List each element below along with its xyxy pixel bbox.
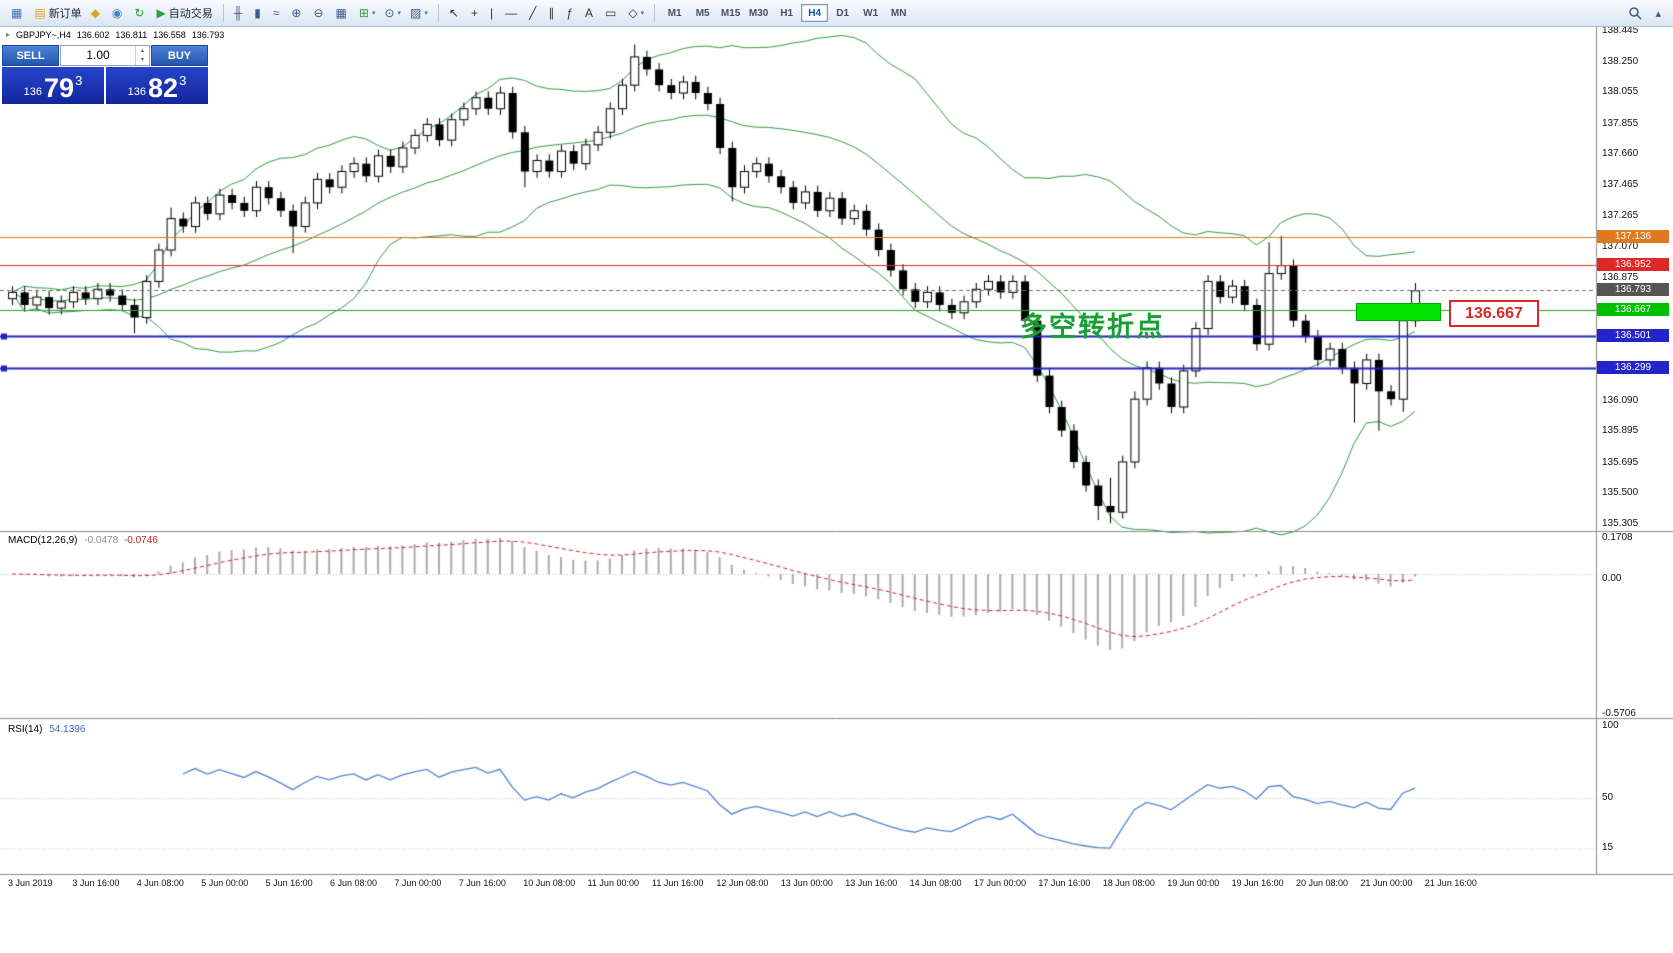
volume-arrows: ▴ ▾ [135,46,149,65]
volume-up-icon[interactable]: ▴ [140,47,144,54]
one-click-toggle-icon[interactable]: ▸ [6,30,11,39]
market-watch-icon[interactable]: ◆ [87,3,107,23]
symbol-name: GBPJPY~,H4 [16,30,71,40]
tf-m15[interactable]: M15 [717,4,744,22]
tf-m5[interactable]: M5 [689,4,716,22]
arrow-tools-icon[interactable]: ◇ ▾ [624,3,648,23]
ohlc-low: 136.558 [153,30,186,40]
templates-icon[interactable]: ▨ ▾ [406,3,432,23]
text-label-icon[interactable]: ▭ [601,3,623,23]
toolbar-right: ▴ [1624,2,1669,24]
buy-button[interactable]: BUY [151,45,208,66]
rsi-label: RSI(14) 54.1396 [8,724,85,735]
toolbar-group-tools: ↖ + | — ╱ [442,3,651,23]
accounts-icon[interactable]: ◉ [108,3,129,23]
indicators-icon[interactable]: ⊞ ▾ [355,3,380,23]
tf-mn[interactable]: MN [885,4,912,22]
new-order-button[interactable]: ▤ 新订单 [30,3,85,23]
zoom-in-icon[interactable]: ⊕ [287,3,308,23]
chart-canvas[interactable] [0,26,1673,953]
tile-windows-icon[interactable]: ▦ [332,3,354,23]
price-callout: 136.667 [1449,300,1539,327]
symbol-info: ▸ GBPJPY~,H4 136.602 136.811 136.558 136… [6,30,224,40]
cursor-icon[interactable]: ↖ [445,3,466,23]
tf-m1[interactable]: M1 [661,4,688,22]
ask-point: 3 [179,73,187,88]
ohlc-high: 136.811 [115,30,148,40]
fibonacci-icon[interactable]: ƒ [562,3,580,23]
bid-price[interactable]: 136 79 3 [2,67,104,104]
bid-point: 3 [75,73,83,88]
vertical-line-icon[interactable]: | [486,3,500,23]
ask-big-figure: 136 [127,86,147,98]
ask-pips: 82 [148,73,179,103]
macd-name: MACD(12,26,9) [8,535,78,546]
candlestick-chart-icon[interactable]: ▮ [250,3,268,23]
ohlc-close: 136.793 [191,30,225,40]
autotrading-button[interactable]: ▶ 自动交易 [152,3,216,23]
periods-icon[interactable]: ⊙ ▾ [380,3,405,23]
volume-down-icon[interactable]: ▾ [140,56,144,63]
macd-label: MACD(12,26,9) -0.0478 -0.0746 [8,535,158,546]
toolbar-group-file: ▦ ▤ 新订单 ◆ ◉ ↻ [4,3,220,23]
timeframe-group: M1 M5 M15 M30 H1 H4 D1 W1 MN [658,4,915,22]
terminal-icon[interactable]: ▦ [7,3,29,23]
sell-button[interactable]: SELL [2,45,59,66]
rsi-value: 54.1396 [49,724,86,735]
crosshair-icon[interactable]: + [467,3,485,23]
tf-d1[interactable]: D1 [829,4,856,22]
macd-signal-value: -0.0746 [123,535,158,546]
chart-annotation: 多空转折点 [1020,312,1165,342]
toolbar-collapse-icon[interactable]: ▴ [1655,7,1661,20]
ohlc-open: 136.602 [76,30,110,40]
tf-h1[interactable]: H1 [773,4,800,22]
toolbar-group-chart: ╫ ▮ ≈ ⊕ ⊖ [227,3,435,23]
one-click-trading-panel: SELL 1.00 ▴ ▾ BUY 136 79 3 136 82 3 [2,45,208,104]
search-icon[interactable] [1624,2,1646,24]
horizontal-line-icon[interactable]: — [501,3,524,23]
ask-price[interactable]: 136 82 3 [106,67,208,104]
tf-h4[interactable]: H4 [801,4,829,22]
bar-chart-icon[interactable]: ╫ [230,3,250,23]
volume-value[interactable]: 1.00 [86,48,110,62]
trendline-icon[interactable]: ╱ [525,3,543,23]
highlight-rectangle[interactable] [1356,303,1441,321]
bid-big-figure: 136 [23,86,43,98]
toolbar-divider [654,4,656,22]
toolbar-divider [222,4,224,22]
text-icon[interactable]: A [581,3,600,23]
tf-w1[interactable]: W1 [857,4,884,22]
line-chart-icon[interactable]: ≈ [269,3,287,23]
equidistant-channel-icon[interactable]: ∥ [544,3,561,23]
toolbar-divider [437,4,439,22]
tf-m30[interactable]: M30 [745,4,772,22]
rsi-name: RSI(14) [8,724,43,735]
refresh-icon[interactable]: ↻ [130,3,151,23]
volume-spinner[interactable]: 1.00 ▴ ▾ [60,45,150,66]
bid-pips: 79 [44,73,75,103]
zoom-out-icon[interactable]: ⊖ [309,3,330,23]
macd-main-value: -0.0478 [84,535,119,546]
toolbar: ▦ ▤ 新订单 ◆ ◉ ↻ [0,0,1673,27]
